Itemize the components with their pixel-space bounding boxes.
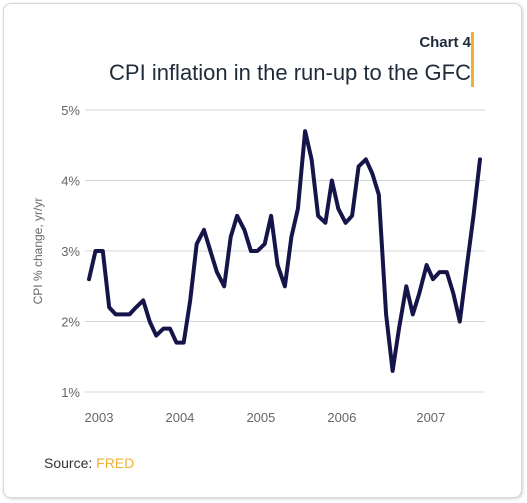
y-tick-label: 4% [61,174,80,189]
y-tick-label: 2% [61,315,80,330]
title-accent-bar [471,32,474,87]
y-tick-label: 3% [61,244,80,259]
x-tick-label: 2006 [327,410,356,425]
source-note: Source: FRED [44,455,134,471]
series-line-cpi [87,129,482,373]
y-tick-label: 1% [61,385,80,400]
chart-number: Chart 4 [419,34,471,51]
series-group [87,129,482,373]
source-link[interactable]: FRED [96,455,135,471]
x-tick-label: 2003 [85,410,114,425]
x-tick-label: 2004 [165,410,194,425]
y-axis-label: CPI % change, yr/yr [31,198,45,305]
chart-title: CPI inflation in the run-up to the GFC [109,60,471,85]
x-tick-label: 2005 [246,410,275,425]
x-axis-tick-labels: 2003 2004 2005 2006 2007 [85,410,446,425]
source-label: Source: [44,455,97,471]
y-tick-label: 5% [61,103,80,118]
gridlines [85,109,485,393]
x-tick-label: 2007 [416,410,445,425]
y-axis-tick-labels: 1% 2% 3% 4% 5% [61,103,80,400]
